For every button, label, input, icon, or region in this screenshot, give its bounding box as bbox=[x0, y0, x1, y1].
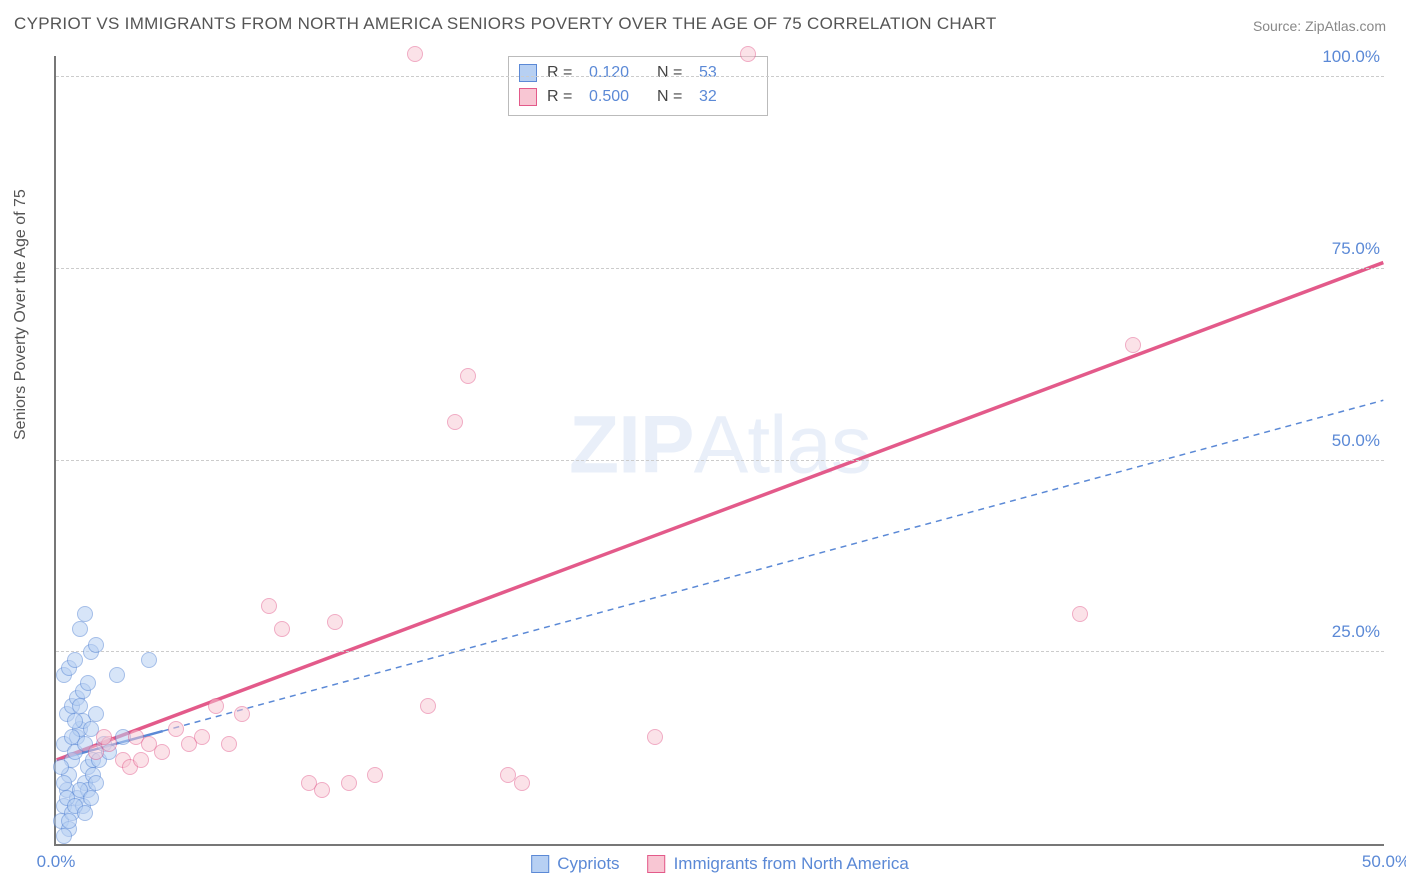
scatter-point bbox=[261, 598, 277, 614]
scatter-point bbox=[221, 736, 237, 752]
scatter-point bbox=[56, 828, 72, 844]
legend-swatch bbox=[531, 855, 549, 873]
stat-n-label: N = bbox=[657, 61, 689, 85]
legend-item: Immigrants from North America bbox=[648, 854, 909, 874]
correlation-stats-box: R = 0.120 N = 53 R = 0.500 N = 32 bbox=[508, 56, 768, 116]
stat-n-value: 53 bbox=[699, 61, 757, 85]
scatter-point bbox=[274, 621, 290, 637]
stats-row: R = 0.500 N = 32 bbox=[519, 85, 757, 109]
y-tick-label: 50.0% bbox=[1332, 431, 1388, 451]
scatter-point bbox=[133, 752, 149, 768]
scatter-point bbox=[168, 721, 184, 737]
stat-n-value: 32 bbox=[699, 85, 757, 109]
y-tick-label: 75.0% bbox=[1332, 239, 1388, 259]
stat-n-label: N = bbox=[657, 85, 689, 109]
scatter-point bbox=[740, 46, 756, 62]
gridline-h bbox=[56, 76, 1384, 77]
scatter-point bbox=[96, 729, 112, 745]
scatter-point bbox=[314, 782, 330, 798]
scatter-point bbox=[72, 621, 88, 637]
y-axis-label: Seniors Poverty Over the Age of 75 bbox=[12, 189, 30, 440]
legend-item: Cypriots bbox=[531, 854, 619, 874]
chart-title: CYPRIOT VS IMMIGRANTS FROM NORTH AMERICA… bbox=[14, 14, 997, 34]
scatter-point bbox=[83, 790, 99, 806]
scatter-point bbox=[154, 744, 170, 760]
scatter-point bbox=[194, 729, 210, 745]
legend-label: Cypriots bbox=[557, 854, 619, 874]
scatter-point bbox=[327, 614, 343, 630]
scatter-point bbox=[88, 775, 104, 791]
x-tick-label: 0.0% bbox=[37, 852, 76, 872]
scatter-point bbox=[367, 767, 383, 783]
scatter-point bbox=[460, 368, 476, 384]
trend-line-solid bbox=[57, 263, 1384, 760]
y-tick-label: 100.0% bbox=[1322, 47, 1388, 67]
scatter-point bbox=[72, 698, 88, 714]
stat-r-value: 0.120 bbox=[589, 61, 647, 85]
scatter-point bbox=[1072, 606, 1088, 622]
scatter-point bbox=[141, 652, 157, 668]
stat-r-label: R = bbox=[547, 85, 579, 109]
scatter-point bbox=[67, 713, 83, 729]
scatter-point bbox=[208, 698, 224, 714]
stats-row: R = 0.120 N = 53 bbox=[519, 61, 757, 85]
scatter-point bbox=[77, 805, 93, 821]
y-tick-label: 25.0% bbox=[1332, 622, 1388, 642]
gridline-h bbox=[56, 460, 1384, 461]
stat-r-value: 0.500 bbox=[589, 85, 647, 109]
gridline-h bbox=[56, 268, 1384, 269]
scatter-point bbox=[420, 698, 436, 714]
trend-line-dashed bbox=[163, 400, 1384, 731]
scatter-point bbox=[407, 46, 423, 62]
scatter-point bbox=[1125, 337, 1141, 353]
scatter-point bbox=[77, 606, 93, 622]
series-swatch bbox=[519, 88, 537, 106]
scatter-point bbox=[88, 637, 104, 653]
scatter-point bbox=[447, 414, 463, 430]
scatter-point bbox=[514, 775, 530, 791]
legend-label: Immigrants from North America bbox=[674, 854, 909, 874]
scatter-point bbox=[53, 759, 69, 775]
gridline-h bbox=[56, 651, 1384, 652]
trend-lines-svg bbox=[56, 56, 1384, 844]
scatter-point bbox=[109, 667, 125, 683]
scatter-point bbox=[80, 675, 96, 691]
source-attribution: Source: ZipAtlas.com bbox=[1253, 18, 1386, 34]
legend-bottom: Cypriots Immigrants from North America bbox=[531, 854, 909, 874]
watermark: ZIPAtlas bbox=[569, 398, 871, 492]
plot-area: ZIPAtlas R =0.120N =53R =0.500N =32 Cypr… bbox=[54, 56, 1384, 846]
scatter-point bbox=[647, 729, 663, 745]
scatter-point bbox=[234, 706, 250, 722]
scatter-point bbox=[61, 813, 77, 829]
watermark-rest: Atlas bbox=[694, 399, 871, 490]
stat-r-label: R = bbox=[547, 61, 579, 85]
scatter-point bbox=[56, 775, 72, 791]
watermark-bold: ZIP bbox=[569, 399, 694, 490]
scatter-point bbox=[67, 652, 83, 668]
series-swatch bbox=[519, 64, 537, 82]
x-tick-label: 50.0% bbox=[1362, 852, 1406, 872]
scatter-point bbox=[88, 706, 104, 722]
legend-swatch bbox=[648, 855, 666, 873]
scatter-point bbox=[341, 775, 357, 791]
